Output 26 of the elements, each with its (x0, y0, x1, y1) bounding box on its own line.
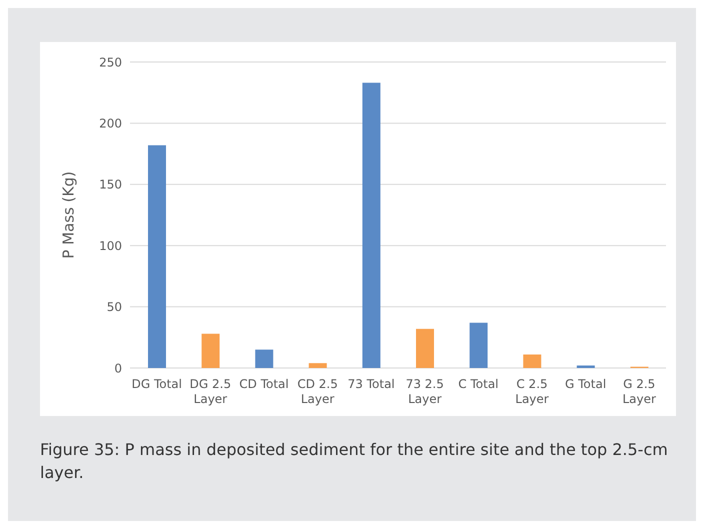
y-axis-title: P Mass (Kg) (59, 171, 78, 259)
bar (308, 363, 327, 368)
x-tick-label: DG 2.5 Layer (190, 377, 232, 406)
bar (202, 334, 220, 368)
x-tick-label: G Total (565, 377, 606, 391)
x-tick-label: 73 Total (348, 377, 395, 391)
x-tick-label: 73 2.5 Layer (406, 377, 444, 406)
y-tick-label: 0 (114, 361, 122, 376)
y-tick-label: 200 (99, 116, 122, 130)
x-tick-label: CD Total (239, 377, 289, 391)
bar (362, 82, 380, 368)
y-tick-label: 250 (99, 55, 122, 70)
bar (416, 328, 434, 368)
x-tick-label: G 2.5 Layer (622, 377, 656, 406)
y-tick-label: 50 (106, 300, 122, 314)
y-tick-label: 150 (99, 178, 122, 192)
x-tick-label: CD 2.5 Layer (297, 377, 338, 406)
caption: Figure 35: P mass in deposited sediment for the entire site and the top 2.5-cm layer. (40, 439, 669, 484)
x-tick-label: DG Total (132, 377, 182, 391)
y-tick-label: 100 (99, 238, 122, 253)
x-tick-label: C 2.5 Layer (515, 377, 549, 406)
bar (523, 354, 542, 368)
bar (255, 350, 274, 368)
x-tick-label: C Total (458, 377, 499, 391)
bar (470, 322, 488, 368)
bar (148, 145, 166, 368)
